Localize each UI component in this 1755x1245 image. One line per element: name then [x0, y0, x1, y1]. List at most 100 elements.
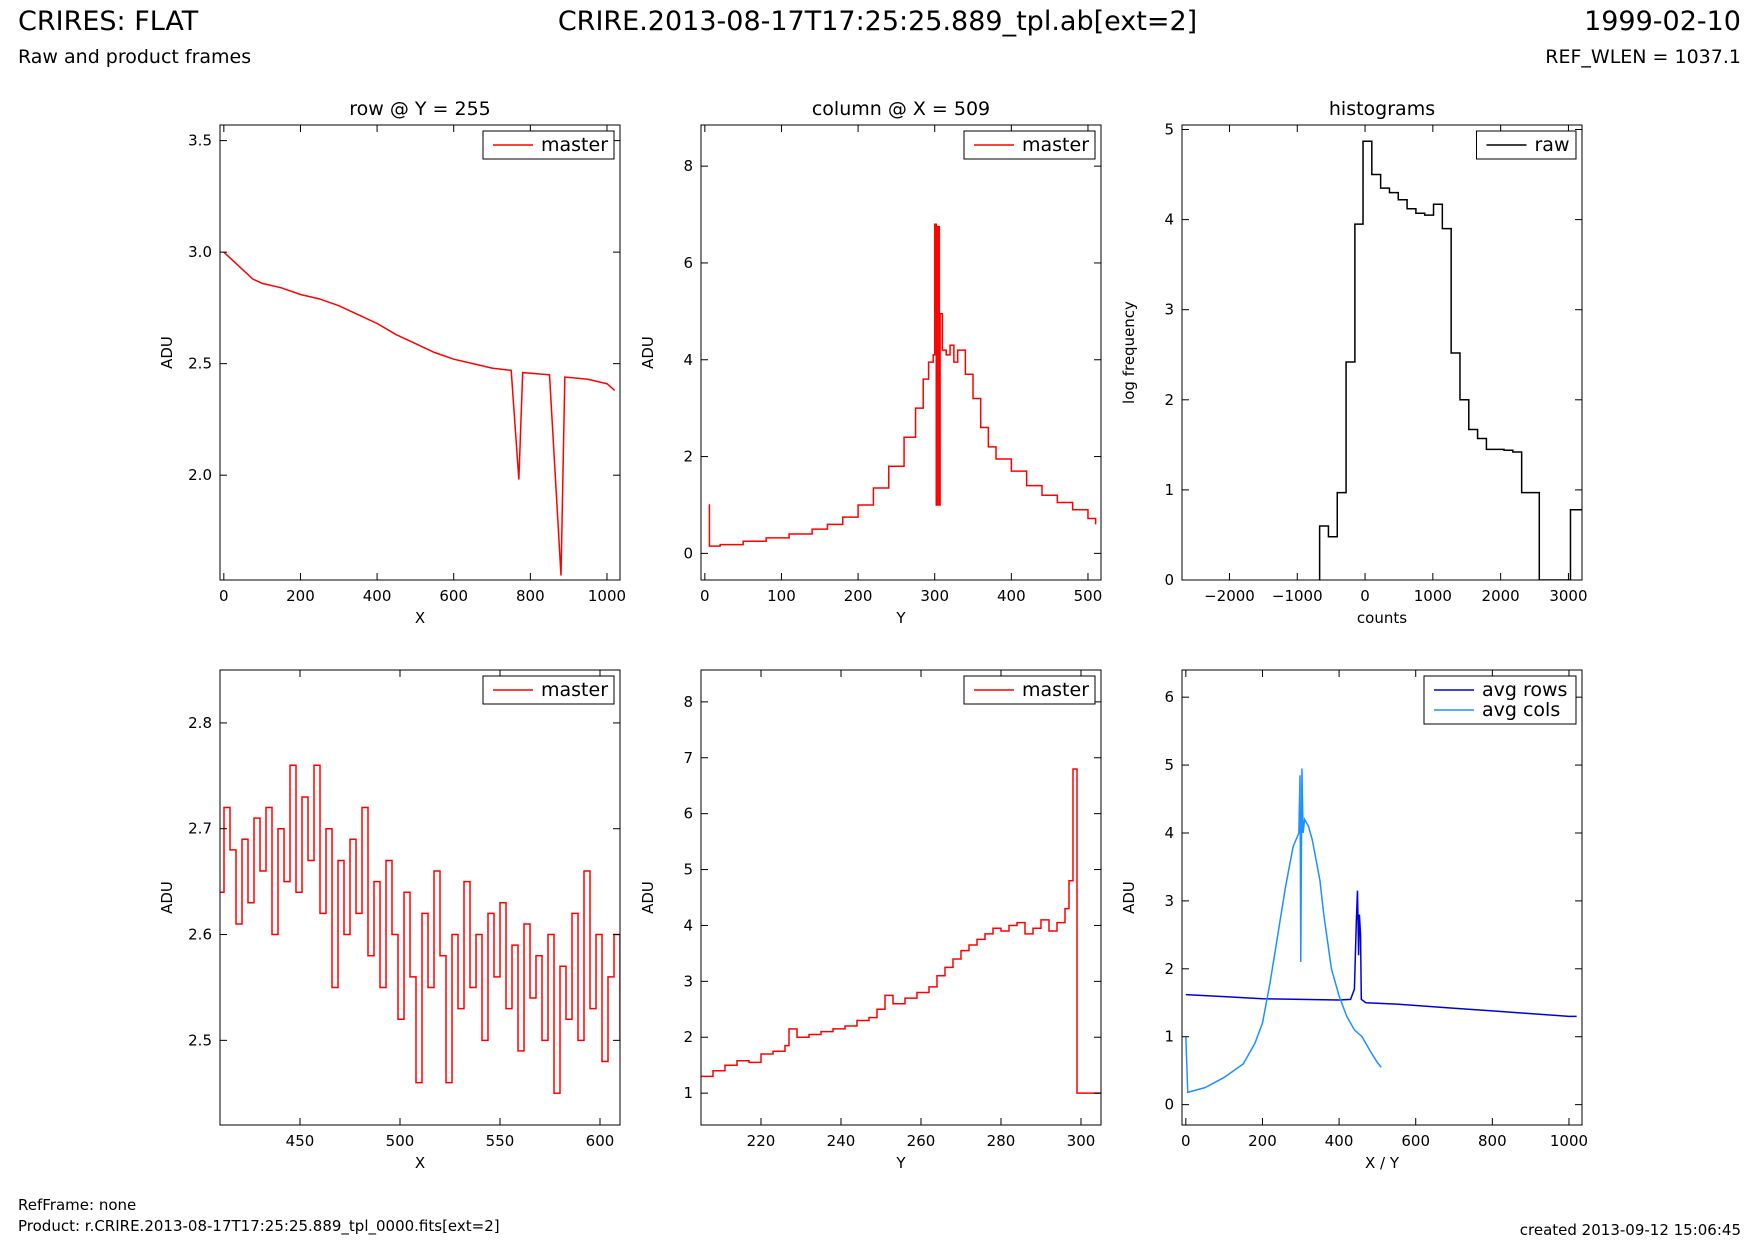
x-tick-label: 400 — [997, 587, 1026, 605]
ref-wlen-label: REF_WLEN = 1037.1 — [1545, 46, 1741, 68]
y-tick-label: 2.6 — [188, 926, 212, 944]
y-tick-label: 6 — [683, 254, 693, 272]
x-tick-label: 3000 — [1549, 587, 1587, 605]
y-tick-label: 4 — [1164, 211, 1174, 229]
x-tick-label: 800 — [516, 587, 545, 605]
x-tick-label: 200 — [286, 587, 315, 605]
chart-panel-row-full: 0 200 400 600 800 1000 2.0 2.5 3.0 3.5 row @ Y = 2… — [158, 98, 626, 627]
y-axis-label: ADU — [158, 881, 176, 914]
series-line-row-full-0 — [223, 251, 616, 576]
x-tick-label: 400 — [1325, 1132, 1354, 1150]
y-tick-label: 3 — [1164, 301, 1174, 319]
legend-label: avg rows — [1482, 679, 1567, 701]
series-line-row-zoom-0 — [220, 764, 620, 1095]
y-tick-label: 1 — [1164, 481, 1174, 499]
refframe-label: RefFrame: none — [18, 1196, 137, 1214]
x-axis-label: X — [415, 609, 425, 627]
x-axis-label: X — [415, 1154, 425, 1172]
y-tick-label: 0 — [1164, 1096, 1174, 1114]
y-tick-label: 2 — [683, 1028, 693, 1046]
plot-frame — [700, 669, 1102, 1126]
product-label: Product: r.CRIRE.2013-08-17T17:25:25.889… — [18, 1217, 500, 1235]
y-tick-label: 3 — [1164, 892, 1174, 910]
x-tick-label: 300 — [1067, 1132, 1096, 1150]
y-tick-label: 2.7 — [188, 820, 212, 838]
x-tick-label: 0 — [219, 587, 229, 605]
y-tick-label: 5 — [683, 861, 693, 879]
legend-label: master — [1022, 134, 1089, 156]
chart-panel-col-zoom: 220 240 260 280 300 1 2 3 4 5 6 7 8 Y ADU master — [639, 669, 1102, 1172]
y-tick-label: 6 — [683, 805, 693, 823]
legend-box — [1423, 675, 1577, 725]
y-axis-label: ADU — [639, 336, 657, 369]
x-tick-label: 550 — [486, 1132, 515, 1150]
x-tick-label: 1000 — [1414, 587, 1452, 605]
y-tick-label: 3 — [683, 972, 693, 990]
chart-title: histograms — [1329, 98, 1435, 120]
y-tick-label: 2.0 — [188, 466, 212, 484]
y-tick-label: 4 — [683, 351, 693, 369]
y-tick-label: 2.8 — [188, 714, 212, 732]
x-tick-label: 300 — [920, 587, 949, 605]
chart-title: row @ Y = 255 — [349, 98, 491, 120]
x-tick-label: 400 — [363, 587, 392, 605]
y-tick-label: 2.5 — [188, 355, 212, 373]
series-line-avg-1 — [1185, 768, 1382, 1094]
y-tick-label: 4 — [683, 916, 693, 934]
y-tick-label: 0 — [1164, 571, 1174, 589]
x-tick-label: 260 — [907, 1132, 936, 1150]
y-tick-label: 2 — [683, 448, 693, 466]
y-tick-label: 3.5 — [188, 132, 212, 150]
x-tick-label: 1000 — [1550, 1132, 1588, 1150]
page-subtitle: Raw and product frames — [18, 46, 252, 68]
series-line-hist-0 — [1318, 140, 1582, 580]
legend-label: master — [1022, 679, 1089, 701]
y-tick-label: 0 — [683, 544, 693, 562]
x-tick-label: 200 — [1248, 1132, 1277, 1150]
y-tick-label: 5 — [1164, 756, 1174, 774]
y-tick-label: 3.0 — [188, 243, 212, 261]
x-tick-label: 280 — [987, 1132, 1016, 1150]
chart-panel-col-full: 0 100 200 300 400 500 0 2 4 6 8 column @ X = 509 Y AD… — [639, 98, 1102, 627]
chart-title: column @ X = 509 — [812, 98, 990, 120]
y-tick-label: 4 — [1164, 824, 1174, 842]
x-tick-label: 0 — [1181, 1132, 1191, 1150]
file-name: CRIRE.2013-08-17T17:25:25.889_tpl.ab[ext… — [557, 6, 1198, 37]
legend-label: raw — [1535, 134, 1570, 156]
y-tick-label: 1 — [1164, 1028, 1174, 1046]
x-tick-label: 450 — [286, 1132, 315, 1150]
y-tick-label: 8 — [683, 693, 693, 711]
x-tick-label: −2000 — [1204, 587, 1255, 605]
y-axis-label: ADU — [1120, 881, 1138, 914]
x-axis-label: X / Y — [1365, 1154, 1400, 1172]
x-axis-label: counts — [1357, 609, 1407, 627]
x-axis-label: Y — [895, 1154, 906, 1172]
y-axis-label: log frequency — [1120, 301, 1138, 404]
y-tick-label: 2 — [1164, 391, 1174, 409]
y-tick-label: 7 — [683, 749, 693, 767]
x-tick-label: 600 — [1401, 1132, 1430, 1150]
page-title: CRIRES: FLAT — [18, 6, 199, 37]
plot-frame — [700, 124, 1102, 581]
x-tick-label: 800 — [1478, 1132, 1507, 1150]
y-tick-label: 8 — [683, 157, 693, 175]
plot-frame — [219, 124, 621, 581]
legend-label: avg cols — [1482, 699, 1560, 721]
x-axis-label: Y — [895, 609, 906, 627]
series-line-avg-0 — [1185, 890, 1577, 1018]
series-line-col-zoom-0 — [701, 768, 1101, 1094]
x-tick-label: 1000 — [588, 587, 626, 605]
x-tick-label: 0 — [700, 587, 710, 605]
plot-frame — [1181, 669, 1583, 1126]
y-tick-label: 1 — [683, 1084, 693, 1102]
x-tick-label: 600 — [586, 1132, 615, 1150]
x-tick-label: 2000 — [1482, 587, 1520, 605]
x-tick-label: 0 — [1360, 587, 1370, 605]
y-axis-label: ADU — [639, 881, 657, 914]
legend-label: master — [541, 679, 608, 701]
chart-panel-hist: −2000 −1000 0 1000 2000 3000 0 1 2 3 4 5 histograms c… — [1120, 98, 1588, 627]
y-tick-label: 5 — [1164, 121, 1174, 139]
x-tick-label: 240 — [827, 1132, 856, 1150]
y-axis-label: ADU — [158, 336, 176, 369]
